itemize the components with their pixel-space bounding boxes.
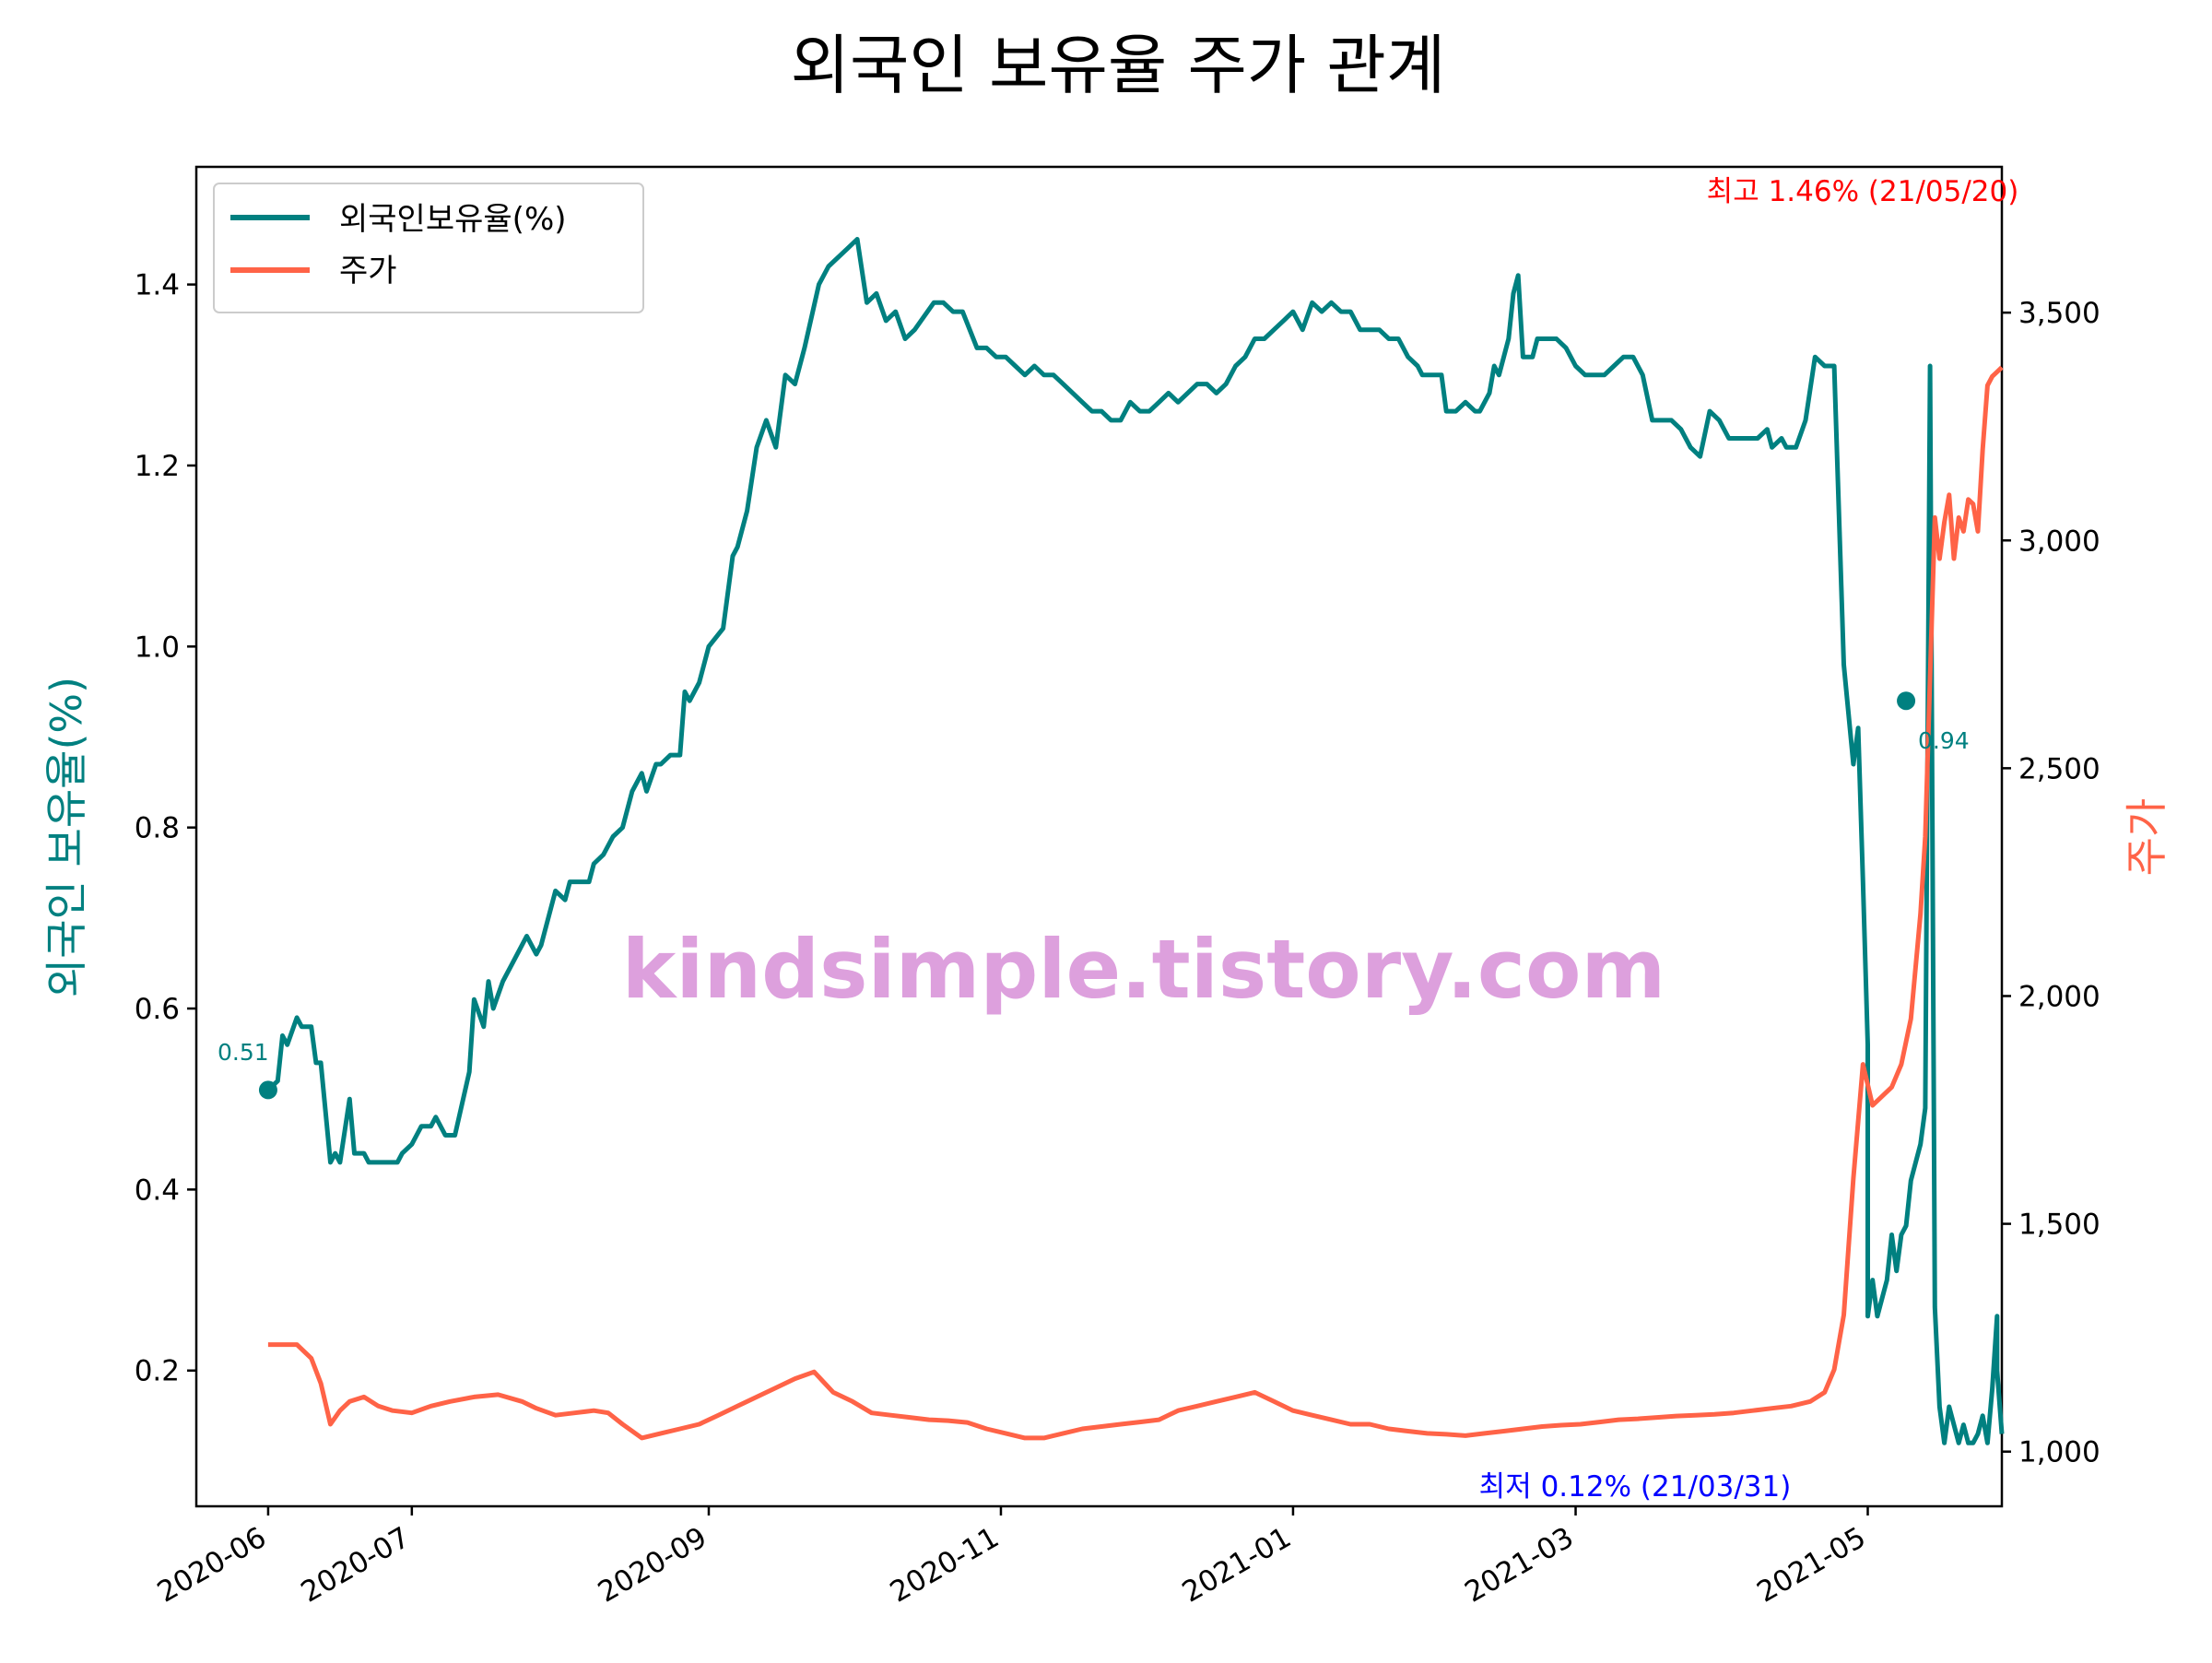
series-layer: [258, 237, 2005, 1445]
x-tick-label: 2020-06: [152, 1521, 272, 1610]
left-axis-ticks: 0.2 0.4 0.6 0.8 1.0 1.2 1.4: [135, 269, 196, 1388]
left-tick-label: 1.4: [135, 269, 180, 302]
x-tick-label: 2021-05: [1751, 1521, 1871, 1610]
watermark: kindsimple.tistory.com: [622, 922, 1665, 1017]
right-tick-label: 1,500: [2018, 1209, 2100, 1242]
legend-label-price: 주가: [339, 253, 397, 289]
right-tick-label: 1,000: [2018, 1436, 2100, 1469]
left-tick-label: 1.0: [135, 631, 180, 664]
max-annotation: 최고 1.46% (21/05/20): [1707, 175, 2019, 208]
foreign-ratio-series-line: [266, 237, 2005, 1445]
end-annotation: 0.94: [1918, 727, 1970, 754]
left-tick-label: 1.2: [135, 450, 180, 483]
x-tick-label: 2020-11: [885, 1521, 1005, 1610]
right-tick-label: 3,500: [2018, 297, 2100, 330]
x-tick-label: 2021-01: [1177, 1521, 1297, 1610]
right-tick-label: 3,000: [2018, 525, 2100, 558]
x-tick-label: 2021-03: [1459, 1521, 1579, 1610]
left-tick-label: 0.2: [135, 1355, 180, 1388]
chart-title: 외국인 보유율 주가 관계: [791, 28, 1446, 103]
legend-label-foreign: 외국인보유율(%): [339, 201, 567, 238]
start-point-marker: [258, 1080, 277, 1100]
right-tick-label: 2,500: [2018, 752, 2100, 785]
legend: 외국인보유율(%) 주가: [213, 183, 644, 313]
left-axis-label: 외국인 보유율(%): [41, 677, 91, 997]
x-tick-label: 2020-09: [593, 1521, 712, 1610]
left-tick-label: 0.8: [135, 812, 180, 845]
left-tick-label: 0.4: [135, 1174, 180, 1207]
right-axis-ticks: 1,000 1,500 2,000 2,500 3,000 3,500: [2002, 297, 2100, 1469]
end-point-marker: [1897, 691, 1916, 711]
x-tick-label: 2020-07: [296, 1521, 416, 1610]
plot-frame: [194, 165, 2004, 1508]
left-tick-label: 0.6: [135, 993, 180, 1026]
right-tick-label: 2,000: [2018, 980, 2100, 1013]
min-annotation: 최저 0.12% (21/03/31): [1479, 1470, 1792, 1504]
price-series-line: [267, 365, 2004, 1441]
start-annotation: 0.51: [218, 1039, 269, 1066]
legend-box: [213, 183, 644, 313]
x-axis-ticks: 2020-06 2020-07 2020-09 2020-11 2021-01 2021-…: [152, 1506, 1872, 1610]
right-axis-label: 주가: [2122, 798, 2171, 877]
